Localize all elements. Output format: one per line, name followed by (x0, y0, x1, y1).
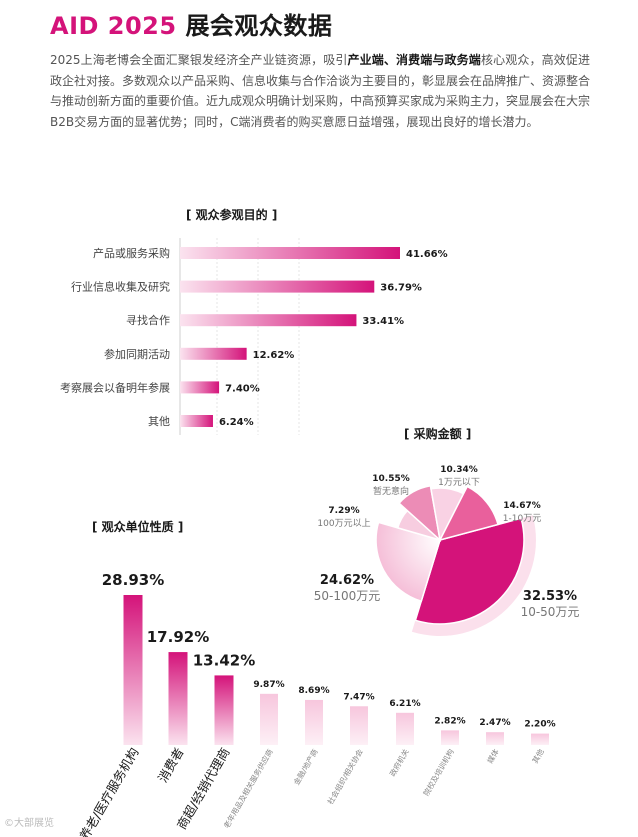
value-label: 41.66% (406, 249, 448, 260)
slice-pct-label: 10.34% (440, 465, 478, 475)
value-label: 8.69% (298, 686, 329, 696)
title-prefix: AID 2025 (50, 12, 177, 40)
intro-part-bold: 产业端、消费端与政务端 (347, 53, 481, 67)
category-label: 考察展会以备明年参展 (60, 380, 170, 394)
page-title: AID 2025 展会观众数据 (50, 6, 332, 41)
slice-name-label: 暂无意向 (373, 485, 409, 497)
rose-slice (438, 485, 499, 542)
unit-bar (396, 712, 414, 745)
value-label: 12.62% (253, 350, 295, 361)
category-label: 行业信息收集及研究 (71, 280, 170, 294)
category-label: 其他 (530, 747, 546, 765)
category-label: 社会组织/相关协会 (325, 747, 365, 807)
category-label: 媒体 (485, 747, 501, 765)
value-label: 7.47% (343, 692, 374, 702)
category-label: 产品或服务采购 (93, 246, 170, 260)
value-label: 2.20% (524, 720, 555, 730)
title-rest: 展会观众数据 (185, 12, 333, 40)
category-label: 政府机关 (387, 747, 411, 778)
value-label: 9.87% (253, 680, 284, 690)
slice-name-label: 1-10万元 (503, 514, 541, 524)
slice-name-label: 100万元以上 (317, 518, 370, 529)
purpose-bar-chart: 产品或服务采购 41.66% 行业信息收集及研究 36.79% 寻找合作 33.41% 参加… (60, 238, 448, 435)
watermark: ©大部展览 (4, 818, 54, 829)
value-label: 33.41% (362, 316, 404, 327)
purpose-bar (180, 347, 247, 360)
intro-paragraph: 2025上海老博会全面汇聚银发经济全产业链资源，吸引产业端、消费端与政务端核心观… (50, 50, 590, 132)
category-label: 寻找合作 (126, 313, 170, 327)
value-label: 2.82% (434, 716, 465, 726)
value-label: 6.21% (389, 699, 420, 709)
unit-bar (531, 733, 549, 745)
purpose-bar (180, 415, 213, 427)
value-label: 17.92% (147, 628, 209, 646)
amount-rose-chart: 32.53%10-50万元 24.62%50-100万元 7.29% 100万元以上 1… (314, 465, 580, 636)
unit-bar (486, 732, 504, 745)
purpose-chart-title: [ 观众参观目的 ] (186, 208, 278, 222)
unit-bar (305, 699, 323, 745)
category-label: 金融/地产商 (291, 747, 320, 787)
value-label: 7.40% (225, 383, 260, 394)
unit-bar (214, 675, 234, 745)
slice-pct-label: 7.29% (328, 506, 359, 516)
value-label: 36.79% (380, 283, 422, 294)
rose-slice (375, 521, 441, 603)
category-label: 养老/医疗服务机构 (76, 745, 141, 837)
unit-bar (441, 730, 459, 745)
purpose-bar (180, 280, 375, 293)
purpose-bar (180, 247, 400, 259)
value-label: 28.93% (102, 571, 164, 589)
unit-bar (350, 706, 368, 745)
slice-name-label: 1万元以下 (438, 478, 480, 488)
category-label: 参加同期活动 (104, 347, 170, 361)
category-label: 其他 (148, 415, 170, 428)
slice-pct-label: 10.55% (372, 474, 410, 484)
value-label: 13.42% (193, 651, 255, 669)
purpose-bar (180, 381, 220, 394)
value-label: 2.47% (479, 718, 510, 728)
slice-name-label: 50-100万元 (314, 589, 381, 603)
slice-name-label: 10-50万元 (521, 605, 580, 619)
unit-chart-title: [ 观众单位性质 ] (92, 520, 184, 534)
slice-pct-label: 32.53% (523, 589, 577, 604)
slice-pct-label: 14.67% (503, 501, 541, 511)
intro-part: 2025上海老博会全面汇聚银发经济全产业链资源，吸引 (50, 53, 348, 67)
value-label: 6.24% (219, 417, 254, 428)
intro-part: 核心观众，高效促进政企社对接。多数观众以产品采购、信息收集与合作洽谈为主要目的，… (50, 53, 591, 129)
category-label: 消费者 (155, 745, 187, 785)
category-label: 老年用品及相关服务供应商 (221, 747, 275, 830)
unit-bar (260, 693, 278, 745)
unit-bar (123, 595, 143, 745)
unit-bar (168, 652, 188, 745)
category-label: 院校及培训机构 (421, 747, 456, 798)
slice-pct-label: 24.62% (320, 573, 374, 588)
purpose-bar (180, 314, 357, 327)
rose-slice (414, 517, 525, 625)
amount-chart-title: [ 采购金额 ] (404, 427, 472, 441)
rose-slice (398, 484, 442, 543)
